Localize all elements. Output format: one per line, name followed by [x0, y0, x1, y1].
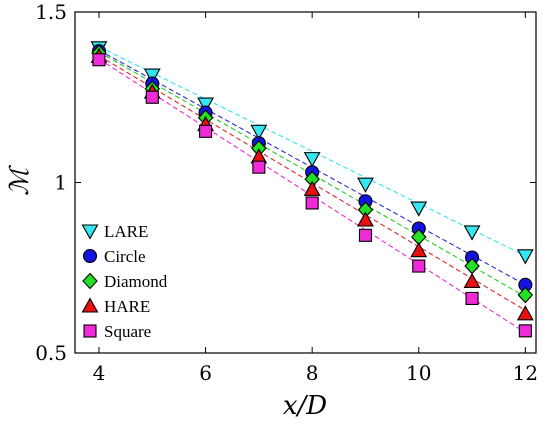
data-point-square	[305, 196, 319, 210]
data-point-square	[199, 124, 213, 138]
y-tick-label: 1.5	[35, 0, 67, 24]
data-point-lare	[516, 249, 534, 265]
legend-label-diamond: Diamond	[104, 272, 168, 291]
data-point-lare	[197, 97, 215, 113]
y-tick-label: 0.5	[35, 341, 67, 365]
legend-label-lare: LARE	[104, 222, 148, 241]
legend-label-hare: HARE	[104, 297, 150, 316]
data-markers	[90, 41, 534, 338]
data-point-hare	[410, 242, 428, 258]
legend: LARE Circle Diamond HARE Square	[81, 222, 168, 341]
data-point-hare	[463, 272, 481, 288]
fit-line-lare	[98, 46, 526, 257]
data-point-lare	[303, 152, 321, 168]
data-point-square	[92, 53, 106, 67]
fit-line-square	[98, 58, 526, 334]
data-point-hare	[357, 211, 374, 227]
axis-ticks: 4 6 8 10 12 0.5 1 1.5	[35, 0, 538, 385]
data-point-diamond	[517, 286, 534, 304]
legend-marker-lare	[81, 224, 99, 240]
y-axis-label: ℳ	[5, 165, 35, 196]
data-point-square	[358, 228, 373, 242]
data-point-square	[518, 324, 532, 338]
x-axis-label: x/D	[283, 391, 327, 421]
data-point-square	[252, 160, 266, 174]
x-tick-label: 12	[513, 361, 538, 385]
data-point-hare	[303, 180, 321, 196]
legend-marker-hare	[81, 297, 99, 313]
data-point-square	[145, 90, 159, 104]
legend-label-square: Square	[104, 322, 151, 341]
data-point-lare	[250, 124, 268, 140]
data-point-square	[412, 259, 426, 273]
y-tick-label: 1	[54, 171, 67, 195]
legend-marker-diamond	[82, 272, 98, 290]
x-tick-label: 4	[93, 361, 106, 385]
legend-marker-square	[83, 324, 97, 338]
legend-marker-circle	[82, 248, 98, 264]
fit-line-diamond	[98, 51, 526, 298]
data-point-hare	[516, 305, 534, 321]
data-point-square	[465, 291, 479, 305]
data-point-lare	[143, 68, 161, 84]
x-tick-label: 6	[199, 361, 212, 385]
x-tick-label: 8	[306, 361, 319, 385]
data-point-lare	[463, 225, 481, 241]
x-tick-label: 10	[406, 361, 431, 385]
data-point-lare	[410, 201, 428, 217]
data-point-lare	[357, 177, 374, 193]
legend-label-circle: Circle	[104, 247, 146, 266]
